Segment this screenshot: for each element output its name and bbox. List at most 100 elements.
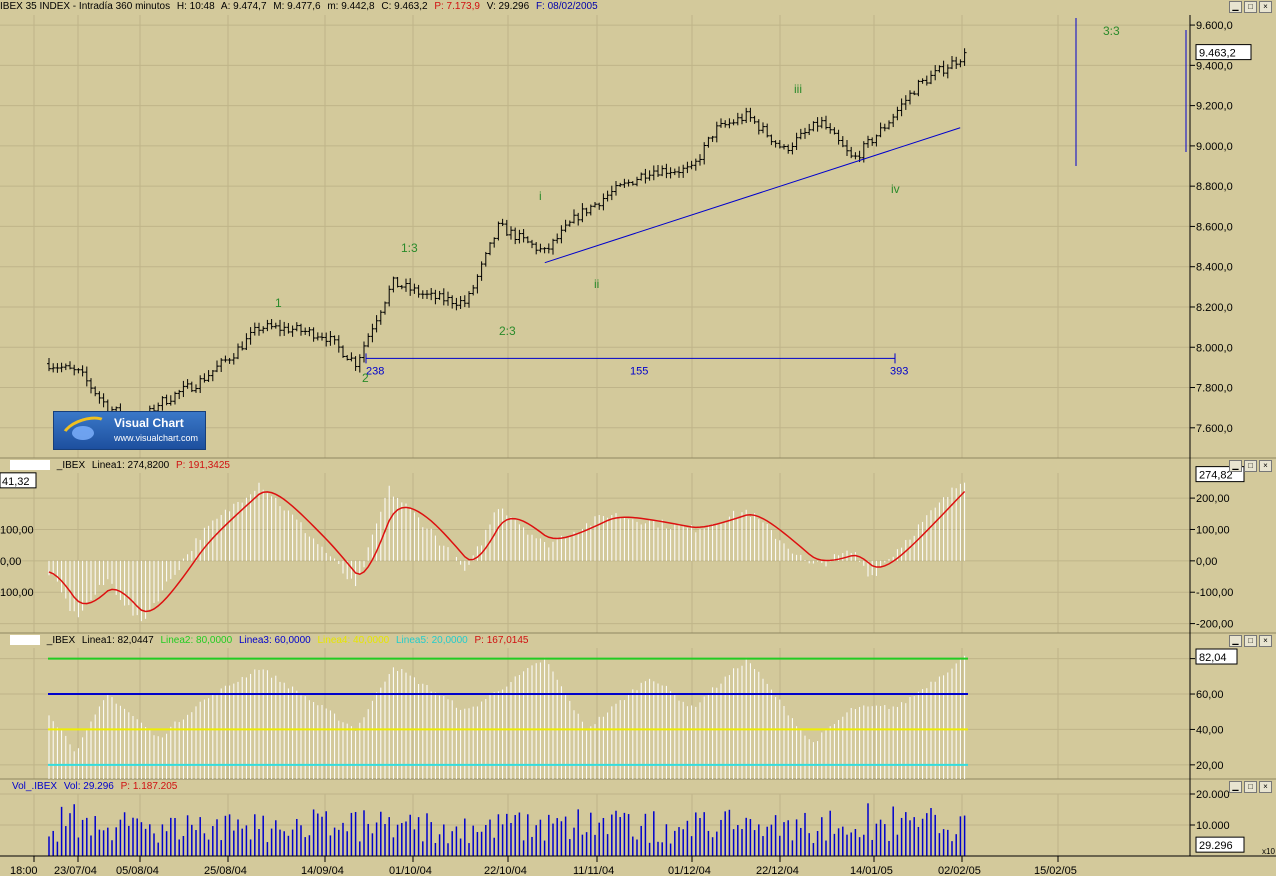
volume-last-value-box (1195, 836, 1245, 853)
osc2-axis-label: 40,00 (1196, 724, 1224, 736)
oscillator1-pane-header: _IBEX Linea1: 274,8200 P: 191,3425 ▁ □ × (0, 459, 1276, 473)
wave-label: 1:3 (401, 241, 418, 255)
price-last-value: 9.463,2 (1199, 48, 1236, 60)
maximize-icon[interactable]: □ (1244, 460, 1257, 472)
open-value: A: 9.474,7 (220, 1, 267, 12)
x-axis-label: 22/10/04 (484, 865, 527, 876)
low-value: m: 9.442,8 (327, 1, 375, 12)
x-axis-label: 25/08/04 (204, 865, 247, 876)
osc2-window-buttons: ▁ □ × (1229, 635, 1272, 647)
price-axis-label: 8.600,0 (1196, 221, 1233, 233)
name-mask (10, 635, 40, 646)
close-icon[interactable]: × (1259, 1, 1272, 13)
wave-label: ii (594, 277, 599, 291)
close-icon[interactable]: × (1259, 460, 1272, 472)
price-last-value-box (1195, 44, 1252, 61)
osc1-left-box (0, 472, 37, 489)
vol-name: Vol_.IBEX (12, 781, 58, 792)
close-icon[interactable]: × (1259, 781, 1272, 793)
x-axis-label: 11/11/04 (573, 865, 614, 876)
maximize-icon[interactable]: □ (1244, 781, 1257, 793)
name-mask (10, 460, 50, 471)
logo-globe-icon (72, 426, 94, 440)
x-axis-label: 14/09/04 (301, 865, 344, 876)
osc1-axis-label: 0,00 (1196, 556, 1217, 568)
x-axis-label: 14/01/05 (850, 865, 893, 876)
x-axis-label: 01/10/04 (389, 865, 432, 876)
x-axis-label: 18:00 (10, 865, 38, 876)
x-axis-label: 23/07/04 (54, 865, 97, 876)
osc1-axis-label: -200,00 (1196, 619, 1233, 631)
minimize-icon[interactable]: ▁ (1229, 781, 1242, 793)
price-axis-label: 9.000,0 (1196, 141, 1233, 153)
symbol-label: IBEX 35 INDEX - Intradía 360 minutos (0, 1, 171, 12)
osc1-name: _IBEX (56, 460, 86, 471)
osc2-linea4: Linea4: 40,0000 (317, 635, 390, 646)
osc2-linea5: Linea5: 20,0000 (395, 635, 468, 646)
price-axis-label: 8.400,0 (1196, 262, 1233, 274)
wave-label: 1 (275, 296, 282, 310)
vol-value: Vol: 29.296 (63, 781, 114, 792)
x-axis-label: 22/12/04 (756, 865, 799, 876)
osc2-linea3: Linea3: 60,0000 (238, 635, 311, 646)
x-axis-label: 15/02/05 (1034, 865, 1077, 876)
osc1-last-value: 274,82 (1199, 470, 1233, 482)
logo-swoosh-icon (56, 410, 116, 456)
price-axis-label: 7.800,0 (1196, 383, 1233, 395)
price-axis-label: 9.600,0 (1196, 20, 1233, 32)
price-axis-label: 9.200,0 (1196, 101, 1233, 113)
osc1-axis-label: 200,00 (1196, 493, 1230, 505)
volume-scale-note: x10 (1262, 847, 1275, 856)
measure-label: 393 (890, 365, 908, 377)
osc2-axis-label: 20,00 (1196, 760, 1224, 772)
p-value: P: 7.173,9 (434, 1, 480, 12)
osc1-p: P: 191,3425 (176, 460, 230, 471)
price-axis-label: 8.000,0 (1196, 342, 1233, 354)
osc2-p: P: 167,0145 (474, 635, 529, 646)
osc1-axis-label: -100,00 (1196, 587, 1233, 599)
logo-url: www.visualchart.com (114, 433, 199, 443)
osc1-left-value: 41,32 (2, 476, 30, 488)
osc2-linea2: Linea2: 80,0000 (160, 635, 233, 646)
x-axis-label: 01/12/04 (668, 865, 711, 876)
wave-label: i (539, 189, 542, 203)
price-axis-label: 8.800,0 (1196, 181, 1233, 193)
price-pane-header: IBEX 35 INDEX - Intradía 360 minutos H: … (0, 0, 602, 14)
osc1-left-label: 100,00 (0, 587, 34, 599)
close-value: C: 9.463,2 (381, 1, 428, 12)
volume-last-value: 29.296 (1199, 840, 1233, 852)
osc2-linea1: Linea1: 82,0447 (81, 635, 154, 646)
osc1-left-label: 100,00 (0, 524, 34, 536)
measure-label: 155 (630, 365, 648, 377)
volume-axis-label: 10.000 (1196, 820, 1230, 832)
vol-window-buttons: ▁ □ × (1229, 781, 1272, 793)
maximize-icon[interactable]: □ (1244, 1, 1257, 13)
osc1-left-label: 0,00 (0, 556, 21, 568)
close-icon[interactable]: × (1259, 635, 1272, 647)
price-pane-window-buttons: ▁ □ × (1229, 1, 1272, 13)
volume-pane-header: Vol_.IBEX Vol: 29.296 P: 1.187.205 (12, 780, 1276, 794)
pane-separator (0, 779, 1276, 794)
minimize-icon[interactable]: ▁ (1229, 460, 1242, 472)
pane-separator (0, 458, 1276, 473)
price-axis-label: 8.200,0 (1196, 302, 1233, 314)
wave-label: 2 (362, 371, 369, 385)
osc2-last-value-box (1195, 648, 1238, 665)
wave-label: iv (891, 182, 900, 196)
trendline (544, 127, 961, 264)
volume-value: V: 29.296 (486, 1, 530, 12)
signal-line (48, 490, 966, 613)
wave-label: iii (794, 82, 802, 96)
pane-separator (0, 633, 1276, 648)
high-value: M: 9.477,6 (273, 1, 321, 12)
x-axis-label: 02/02/05 (938, 865, 981, 876)
maximize-icon[interactable]: □ (1244, 635, 1257, 647)
minimize-icon[interactable]: ▁ (1229, 635, 1242, 647)
minimize-icon[interactable]: ▁ (1229, 1, 1242, 13)
measure-label: 238 (366, 365, 384, 377)
oscillator2-pane-header: _IBEX Linea1: 82,0447 Linea2: 80,0000 Li… (0, 634, 1276, 648)
x-axis-label: 05/08/04 (116, 865, 159, 876)
vol-p: P: 1.187.205 (120, 781, 178, 792)
date-value: F: 08/02/2005 (535, 1, 598, 12)
